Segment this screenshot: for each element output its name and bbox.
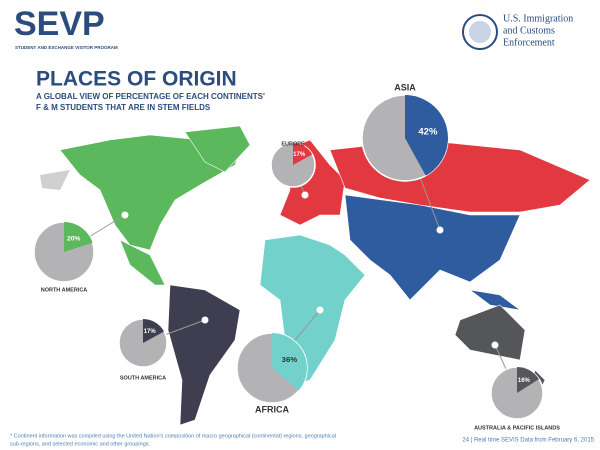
footnote: * Continent information was compiled usi…: [10, 433, 336, 439]
continent-shape: [259, 234, 366, 386]
location-dot: [436, 226, 444, 234]
value-label: 42%: [418, 127, 438, 138]
location-dot: [201, 316, 209, 324]
continent-shape: [469, 289, 521, 311]
continent-label: NORTH AMERICA: [41, 287, 88, 293]
program: STUDENT AND EXCHANGE VISITOR PROGRAM: [15, 45, 118, 50]
agency: Enforcement: [503, 37, 555, 48]
agency: and Customs: [503, 25, 555, 36]
agency: U.S. Immigration: [503, 13, 573, 24]
continent-shape: [59, 134, 246, 251]
subtitle: A GLOBAL VIEW OF PERCENTAGE OF EACH CONT…: [36, 92, 265, 101]
logo: SEVP: [14, 5, 105, 43]
value-label: 16%: [518, 378, 531, 384]
continent-shape: [40, 170, 70, 190]
value-label: 17%: [293, 152, 306, 158]
continent-label: SOUTH AMERICA: [120, 375, 166, 381]
continent-label: AUSTRALIA & PACIFIC ISLANDS: [474, 425, 560, 431]
continent-shape: [184, 125, 251, 173]
continent-label: ASIA: [394, 82, 416, 92]
pie-slice: [405, 95, 448, 176]
pie-slice: [143, 319, 165, 343]
chart-title: PLACES OF ORIGIN: [36, 68, 237, 91]
location-dot: [491, 341, 499, 349]
pie-slice: [272, 333, 307, 391]
value-label: 17%: [144, 329, 157, 335]
footnote: sub-regions, and selected economic and o…: [10, 441, 151, 447]
continent-shape: [119, 239, 166, 286]
continent-shape: [344, 194, 521, 301]
seal-inner: [469, 21, 491, 43]
continent-shape: [167, 284, 241, 426]
continent-label: AFRICA: [255, 404, 289, 414]
continent-shape: [454, 304, 526, 361]
subtitle: F & M STUDENTS THAT ARE IN STEM FIELDS: [36, 103, 211, 112]
pie-slice: [64, 222, 93, 252]
location-dot: [121, 211, 129, 219]
value-label: 20%: [67, 235, 80, 242]
location-dot: [316, 306, 324, 314]
value-label: 36%: [282, 355, 298, 364]
pie-slice: [293, 143, 313, 165]
continent-label: EUROPE: [281, 141, 305, 147]
pie-slice: [517, 367, 539, 393]
page-info: 24 | Real time SEVIS Data from February …: [462, 438, 594, 444]
location-dot: [301, 191, 309, 199]
